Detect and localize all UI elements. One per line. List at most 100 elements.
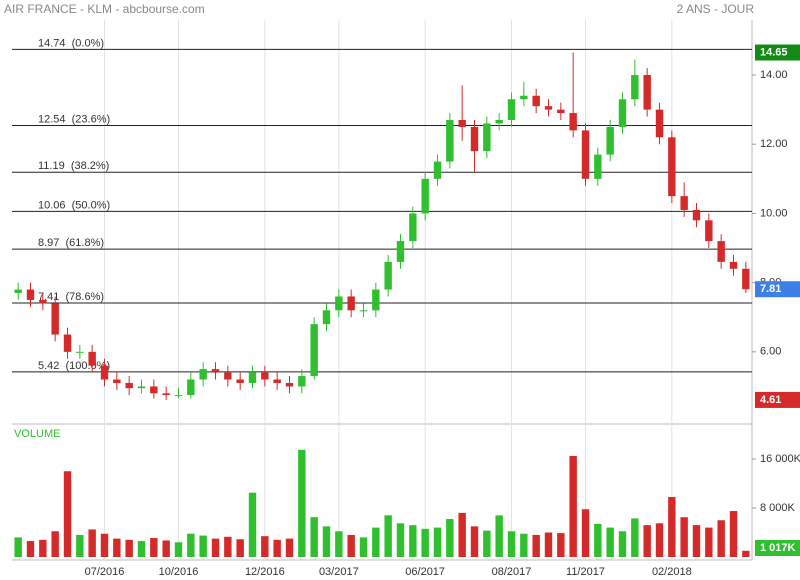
- x-tick-label: 08/2017: [492, 566, 532, 578]
- volume-tag-box: [755, 540, 800, 556]
- fib-label: 11.19 (38.2%): [38, 160, 109, 172]
- volume-bar: [742, 550, 750, 557]
- x-tick-label: 11/2017: [566, 566, 605, 578]
- candle-body: [236, 379, 244, 383]
- fib-label: 7.41 (78.6%): [38, 291, 104, 303]
- volume-bar: [495, 515, 503, 557]
- volume-bar: [76, 534, 84, 557]
- candle-body: [39, 299, 47, 304]
- candle-body: [507, 99, 516, 120]
- candle-body: [470, 126, 479, 152]
- volume-bar: [729, 511, 738, 557]
- candle-body: [409, 213, 417, 242]
- volume-title: VOLUME: [14, 428, 60, 440]
- candle-body: [544, 106, 553, 110]
- x-tick-label: 02/2018: [652, 566, 692, 578]
- candle-body: [51, 303, 59, 335]
- volume-bar: [606, 527, 614, 557]
- candle-body: [76, 351, 84, 353]
- candle-body: [594, 154, 602, 179]
- volume-bar: [298, 449, 306, 557]
- y-tick-label: 14.00: [760, 69, 788, 81]
- x-tick-label: 12/2016: [245, 566, 285, 578]
- volume-bar: [483, 530, 491, 557]
- low-tag-box: [755, 391, 800, 408]
- volume-bar: [569, 455, 577, 557]
- volume-bar: [14, 537, 22, 557]
- candle-body: [655, 109, 664, 138]
- candle-body: [396, 241, 405, 262]
- volume-bar: [100, 533, 109, 557]
- volume-bar: [273, 539, 281, 557]
- candle-body: [137, 386, 146, 389]
- candle-body: [335, 296, 343, 311]
- volume-bar: [211, 538, 220, 557]
- candle-body: [606, 126, 614, 155]
- y-tick-label: 12.00: [760, 138, 788, 150]
- volume-bar: [557, 533, 565, 557]
- chart-title: AIR FRANCE - KLM - abcbourse.com: [4, 2, 205, 16]
- volume-bar: [150, 538, 158, 557]
- candle-body: [618, 99, 627, 127]
- candle-body: [63, 334, 72, 352]
- candle-body: [113, 379, 121, 383]
- fib-label: 5.42 (100.0%): [38, 360, 110, 372]
- volume-bar: [544, 532, 553, 557]
- candle-body: [668, 137, 676, 197]
- fib-label: 14.74 (0.0%): [38, 37, 104, 49]
- volume-bar: [384, 515, 392, 557]
- volume-bar: [322, 526, 331, 557]
- volume-bar: [51, 531, 59, 557]
- fib-label: 10.06 (50.0%): [38, 199, 110, 211]
- low-tag-text: 4.61: [760, 394, 781, 406]
- volume-bar: [581, 509, 590, 557]
- candle-body: [643, 75, 651, 110]
- candle-body: [532, 95, 540, 107]
- volume-bar: [668, 496, 676, 557]
- candle-body: [692, 209, 701, 221]
- volume-bar: [655, 523, 664, 557]
- volume-bar: [248, 492, 257, 557]
- volume-bar: [717, 520, 725, 557]
- volume-bar: [236, 539, 244, 557]
- volume-bar: [372, 527, 380, 557]
- volume-tag-text: 1 017K: [760, 542, 796, 554]
- candle-body: [322, 310, 331, 325]
- candle-body: [520, 95, 528, 100]
- candle-body: [88, 351, 96, 366]
- volume-bar: [458, 512, 466, 557]
- volume-bar: [470, 526, 479, 557]
- volume-bar: [39, 539, 47, 557]
- volume-bar: [680, 517, 688, 557]
- candle-body: [150, 386, 158, 394]
- candle-body: [742, 268, 750, 290]
- candle-body: [298, 376, 306, 387]
- candle-body: [174, 395, 183, 397]
- candle-body: [261, 372, 269, 380]
- volume-bar: [199, 535, 207, 557]
- volume-bar: [162, 540, 170, 557]
- volume-bar: [692, 525, 701, 557]
- volume-bar: [88, 529, 96, 557]
- candle-body: [433, 161, 442, 179]
- y-tick-label: 6.00: [760, 346, 781, 358]
- candle-body: [483, 123, 491, 152]
- last-tag-box: [755, 281, 800, 298]
- fib-label: 12.54 (23.6%): [38, 113, 110, 125]
- candle-body: [446, 120, 454, 162]
- candle-body: [557, 109, 565, 114]
- candle-body: [162, 393, 170, 396]
- high-tag-box: [755, 44, 800, 61]
- candle-body: [495, 120, 503, 124]
- volume-bar: [113, 538, 121, 557]
- y-tick-label: 8 000K: [760, 502, 796, 514]
- candle-body: [729, 261, 738, 269]
- candle-body: [100, 365, 109, 380]
- candle-body: [248, 372, 257, 383]
- volume-bar: [359, 537, 368, 557]
- candle-body: [384, 261, 392, 290]
- volume-bar: [409, 525, 417, 557]
- volume-bar: [137, 541, 146, 557]
- volume-bar: [396, 523, 405, 557]
